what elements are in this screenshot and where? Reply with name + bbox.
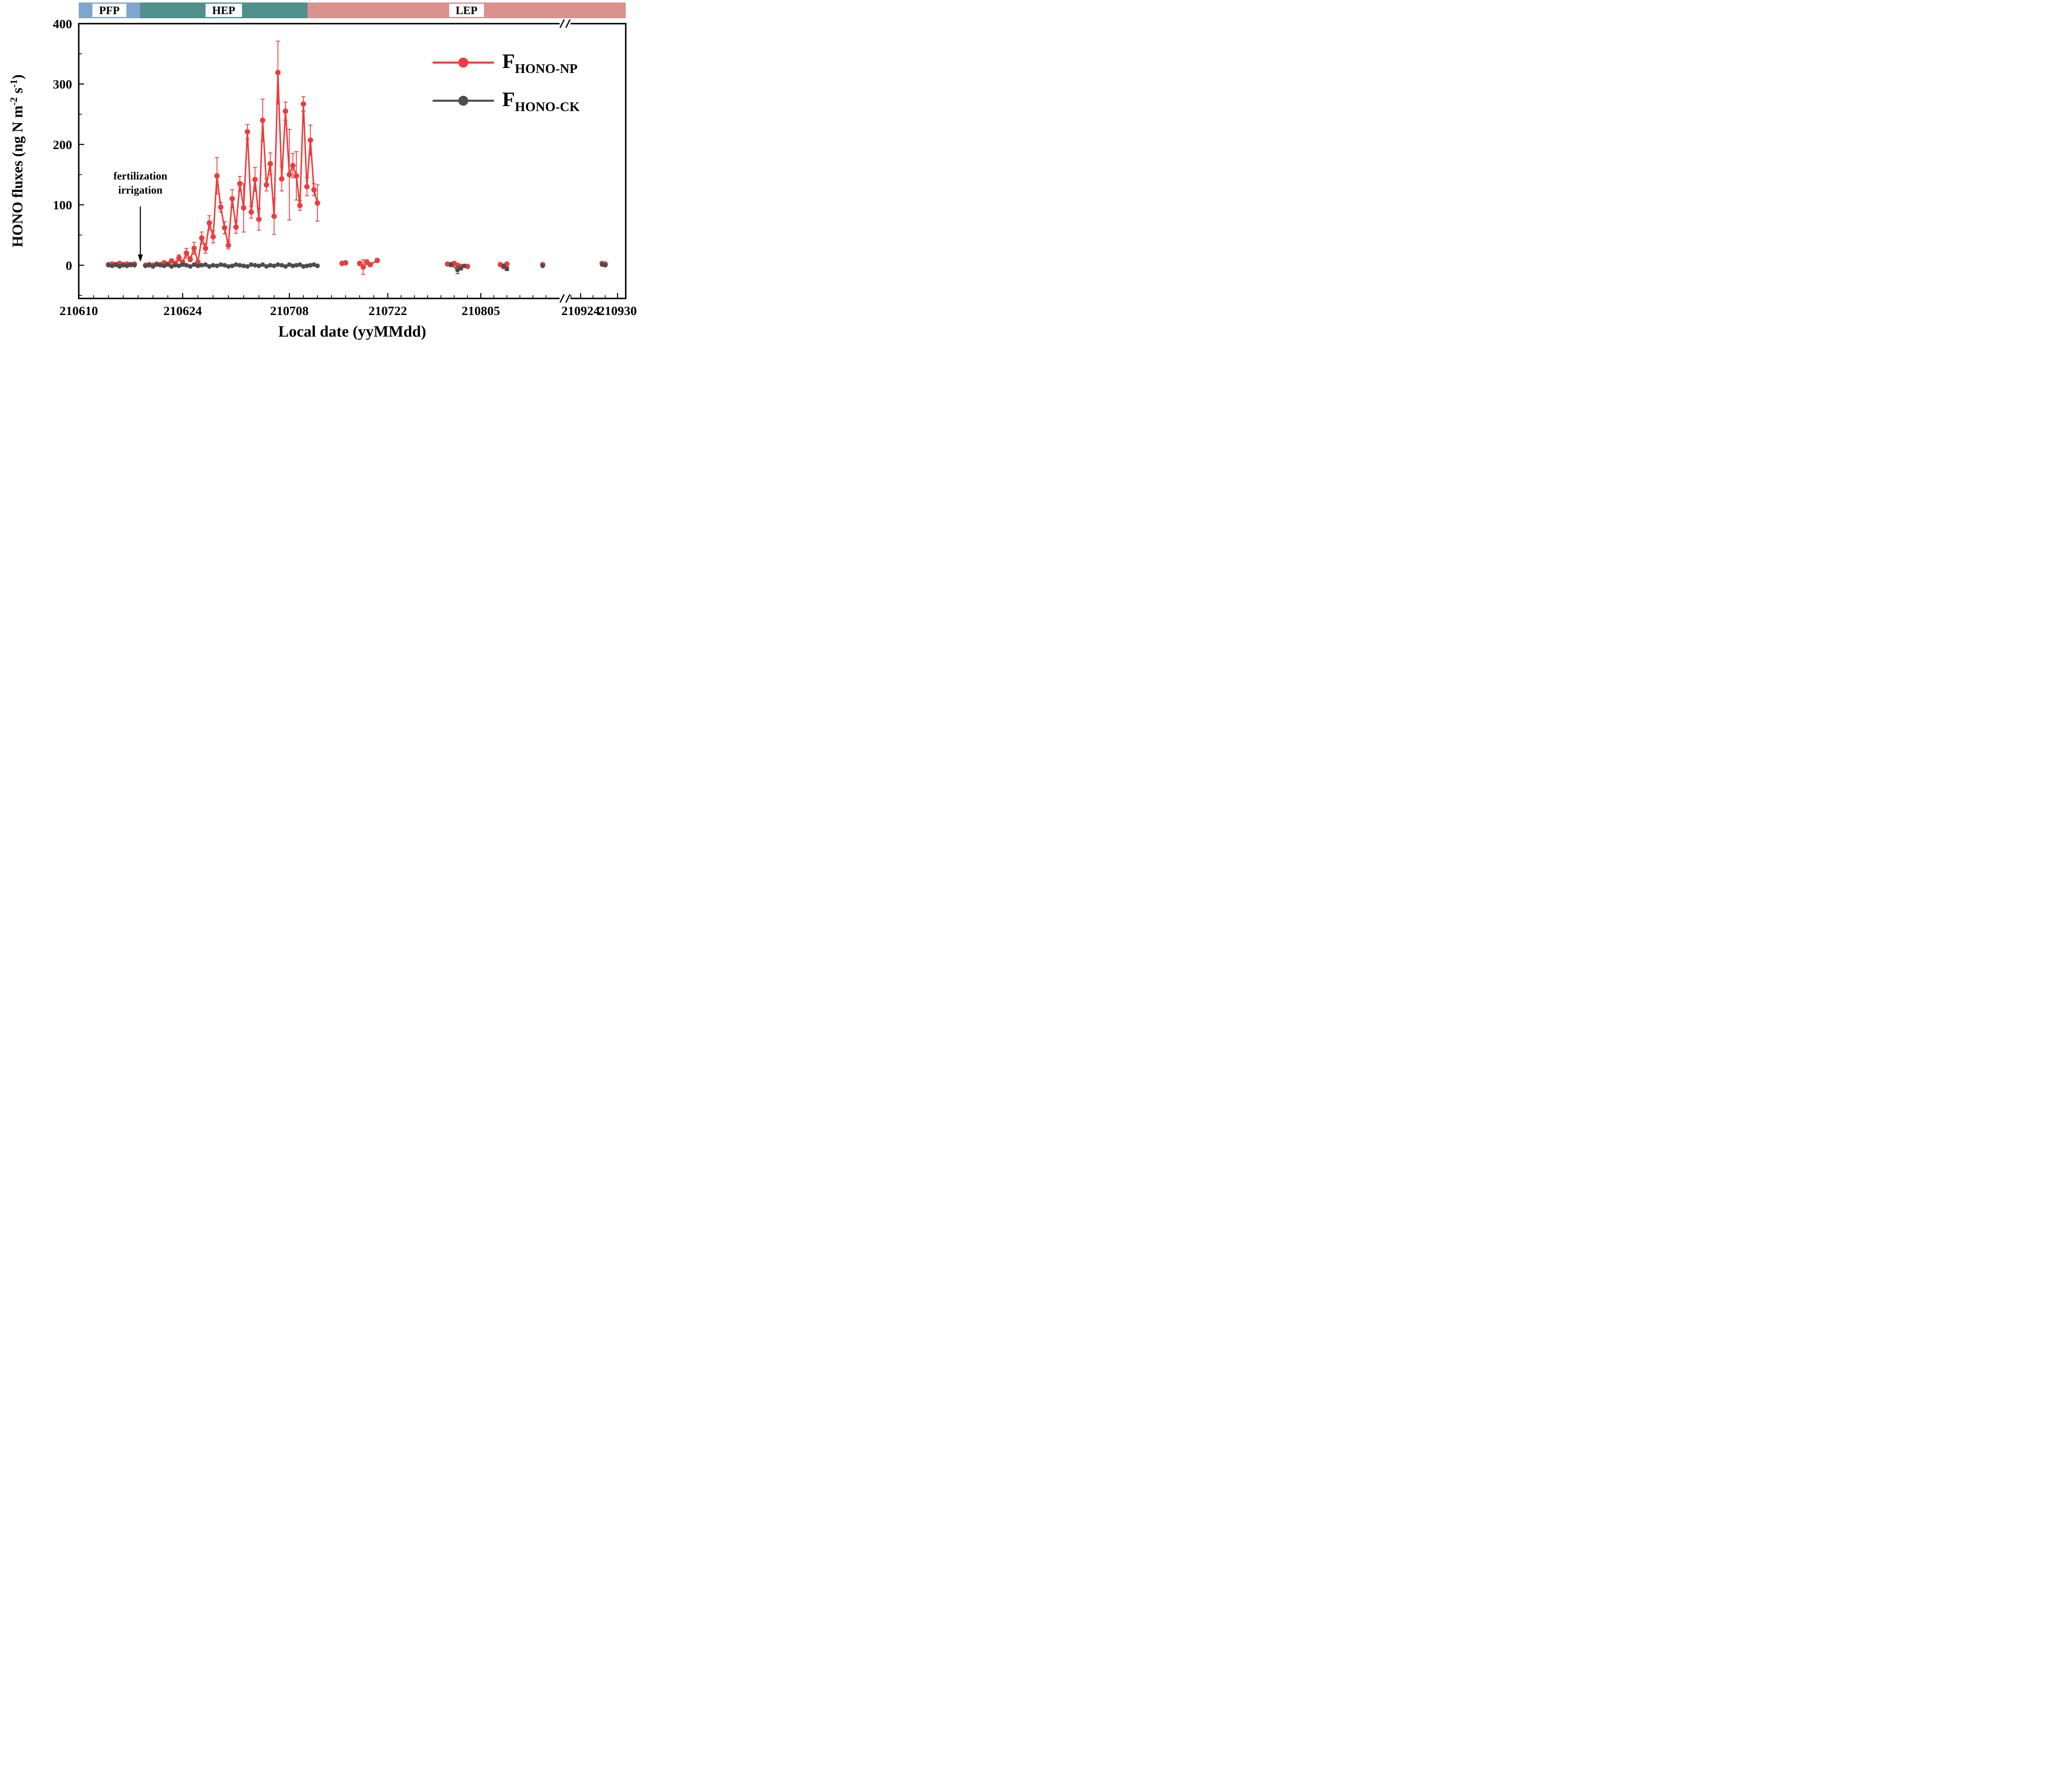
- legend-label-np: FHONO-NP: [502, 49, 578, 76]
- svg-text:210722: 210722: [368, 303, 407, 318]
- phase-band-pfp-label: PFP: [92, 4, 126, 17]
- svg-text:210805: 210805: [462, 303, 500, 318]
- annotation-line1: fertilization: [113, 170, 167, 182]
- annotation-line2: irrigation: [118, 184, 163, 196]
- x-axis-title: Local date (yyMMdd): [278, 323, 426, 340]
- svg-text:210924: 210924: [562, 303, 600, 318]
- svg-text:400: 400: [53, 17, 73, 31]
- svg-text:210708: 210708: [270, 303, 309, 318]
- svg-text:300: 300: [53, 77, 73, 92]
- svg-text:210610: 210610: [60, 303, 98, 318]
- svg-text:200: 200: [53, 137, 73, 152]
- svg-text:210624: 210624: [163, 303, 202, 318]
- legend-item-hono-ck: FHONO-CK: [430, 87, 580, 114]
- legend-line-sample-np: [433, 58, 494, 68]
- y-axis-title: HONO fluxes (ng N m-2 s-1): [9, 74, 26, 247]
- svg-text:0: 0: [66, 258, 73, 273]
- phase-band-lep: LEP: [307, 2, 626, 18]
- phase-band-hep: HEP: [140, 2, 307, 18]
- legend-marker-ck: [458, 96, 468, 106]
- chart-plot-svg: 0 100 200 300 400 210610 210624 210708 210722 210…: [53, 17, 637, 318]
- svg-text:210930: 210930: [598, 303, 637, 318]
- phase-band-hep-label: HEP: [206, 4, 242, 17]
- legend-line-sample-ck: [433, 96, 494, 106]
- phase-band-lep-label: LEP: [449, 4, 484, 17]
- phase-band-pfp: PFP: [79, 2, 140, 18]
- legend-marker-np: [458, 58, 468, 68]
- fertilization-annotation: fertilization irrigation: [114, 169, 167, 197]
- legend-item-hono-np: FHONO-NP: [430, 49, 580, 76]
- legend: FHONO-NP FHONO-CK: [430, 49, 580, 125]
- chart-container: 0 100 200 300 400 210610 210624 210708 210722 210…: [0, 0, 652, 356]
- svg-text:100: 100: [53, 198, 73, 212]
- legend-label-ck: FHONO-CK: [502, 87, 580, 114]
